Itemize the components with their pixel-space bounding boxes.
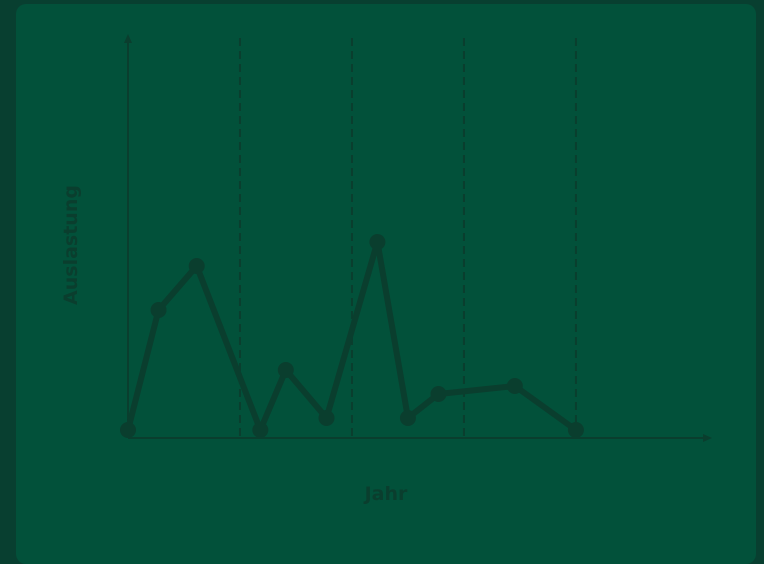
- data-point-7: [369, 234, 386, 250]
- y-axis-title: Auslastung: [60, 185, 82, 305]
- data-point-3: [188, 258, 205, 274]
- data-point-5: [277, 362, 294, 378]
- data-point-6: [318, 410, 335, 426]
- data-point-8: [399, 410, 416, 426]
- data-point-2: [150, 302, 167, 318]
- data-point-10: [506, 378, 523, 394]
- line-chart: Auslastung Jahr: [60, 34, 712, 505]
- data-point-4: [252, 422, 269, 438]
- data-points: [120, 234, 584, 438]
- data-point-9: [430, 386, 447, 402]
- data-point-11: [567, 422, 584, 438]
- gridlines: [238, 38, 577, 438]
- x-axis-title: Jahr: [363, 483, 408, 505]
- data-point-1: [120, 422, 136, 438]
